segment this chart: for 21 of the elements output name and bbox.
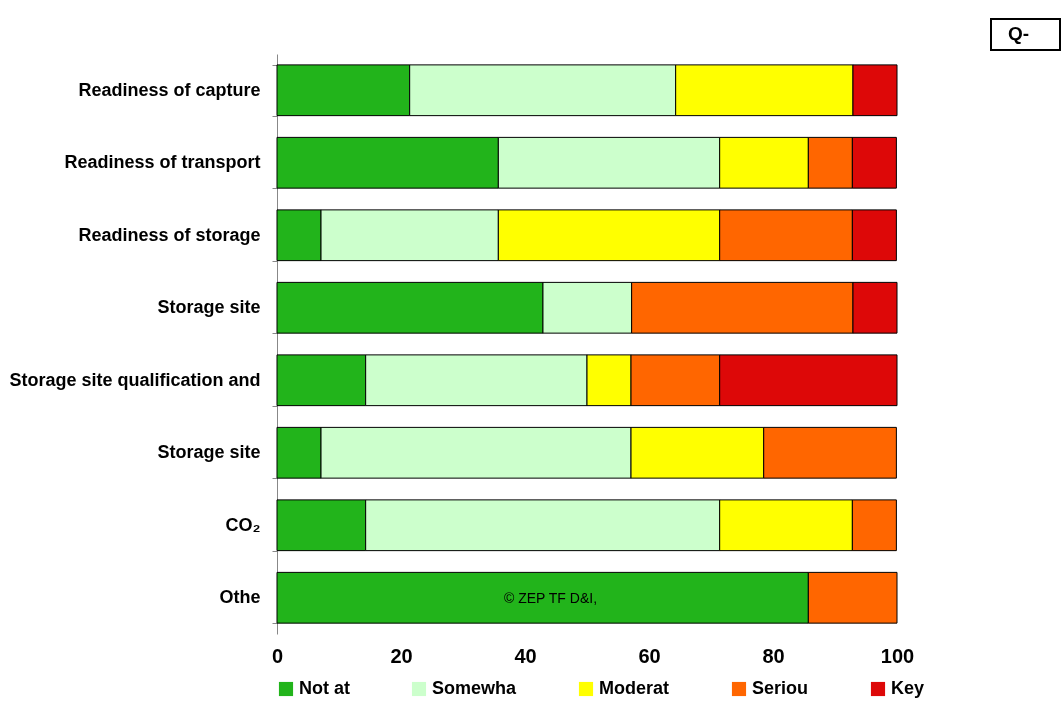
x-tick-label: 100 [880,644,915,667]
y-tick-label: CO₂ [225,514,261,535]
legend-label: Key [891,678,925,698]
y-tick-label: Storage site qualification and [9,369,261,390]
y-tick-label: Othe [219,587,261,608]
y-tick-label: Readiness of capture [78,79,261,100]
x-tick-label: 80 [762,644,785,667]
x-tick-label: 60 [638,644,661,667]
legend-label: Not at [299,678,350,698]
text: Q- [989,18,1061,51]
y-tick-label: Readiness of transport [64,152,261,173]
x-tick-label: 0 [271,644,284,667]
y-tick-label: Readiness of storage [78,224,261,245]
x-tick-label: 40 [514,644,537,667]
legend-label: Somewha [432,678,518,698]
x-tick-label: 20 [390,644,413,667]
y-tick-label: Storage site [157,297,261,318]
y-tick-label: Storage site [157,442,261,463]
annotation: © ZEP TF D&I, [504,590,598,606]
legend-label: Seriou [752,678,809,698]
legend-label: Moderat [599,678,670,698]
